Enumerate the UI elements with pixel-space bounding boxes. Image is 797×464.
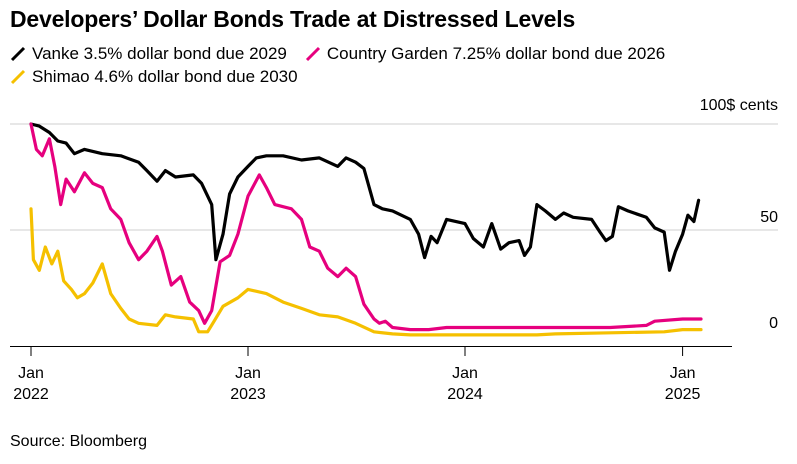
grid-layer bbox=[10, 123, 778, 231]
x-tick-label-year: 2022 bbox=[13, 386, 49, 403]
x-tick-label-month: Jan bbox=[452, 365, 478, 382]
x-tick-label-year: 2025 bbox=[665, 386, 701, 403]
x-tick-label-year: 2023 bbox=[230, 386, 266, 403]
legend-label-shimao: Shimao 4.6% dollar bond due 2030 bbox=[32, 66, 298, 86]
y-tick-label: 0 bbox=[769, 315, 778, 332]
series-line-0 bbox=[29, 122, 701, 272]
legend-row-1: Vanke 3.5% dollar bond due 2029 Country … bbox=[10, 42, 780, 65]
x-tick-label-month: Jan bbox=[670, 365, 696, 382]
legend-swatch-country-garden bbox=[305, 46, 321, 62]
series-line-1 bbox=[29, 122, 703, 332]
series-layer bbox=[29, 122, 703, 337]
source-note: Source: Bloomberg bbox=[10, 433, 147, 450]
x-tick-label-month: Jan bbox=[18, 365, 44, 382]
y-tick-label: 50 bbox=[760, 209, 778, 226]
legend-row-2: Shimao 4.6% dollar bond due 2030 bbox=[10, 65, 780, 88]
x-tick-label-year: 2024 bbox=[447, 386, 483, 403]
legend-item-shimao: Shimao 4.6% dollar bond due 2030 bbox=[10, 67, 298, 87]
line-chart: 100$ cents 0 50 Jan 2022 Jan 2023 Jan 2024 Jan 202… bbox=[10, 97, 778, 403]
series-line-2 bbox=[29, 207, 703, 337]
axis-layer: 100$ cents 0 50 Jan 2022 Jan 2023 Jan 2024 Jan 202… bbox=[10, 97, 778, 403]
legend-item-vanke: Vanke 3.5% dollar bond due 2029 bbox=[10, 44, 287, 64]
x-tick-label-month: Jan bbox=[235, 365, 261, 382]
legend-item-country-garden: Country Garden 7.25% dollar bond due 202… bbox=[305, 44, 665, 64]
legend-label-vanke: Vanke 3.5% dollar bond due 2029 bbox=[32, 43, 287, 63]
legend-label-country-garden: Country Garden 7.25% dollar bond due 202… bbox=[326, 43, 666, 63]
chart-title: Developers’ Dollar Bonds Trade at Distre… bbox=[10, 6, 576, 32]
legend-swatch-shimao bbox=[10, 69, 26, 85]
y-unit-label: 100$ cents bbox=[700, 97, 778, 114]
chart-legend: Vanke 3.5% dollar bond due 2029 Country … bbox=[10, 42, 780, 88]
legend-swatch-vanke bbox=[10, 46, 26, 62]
